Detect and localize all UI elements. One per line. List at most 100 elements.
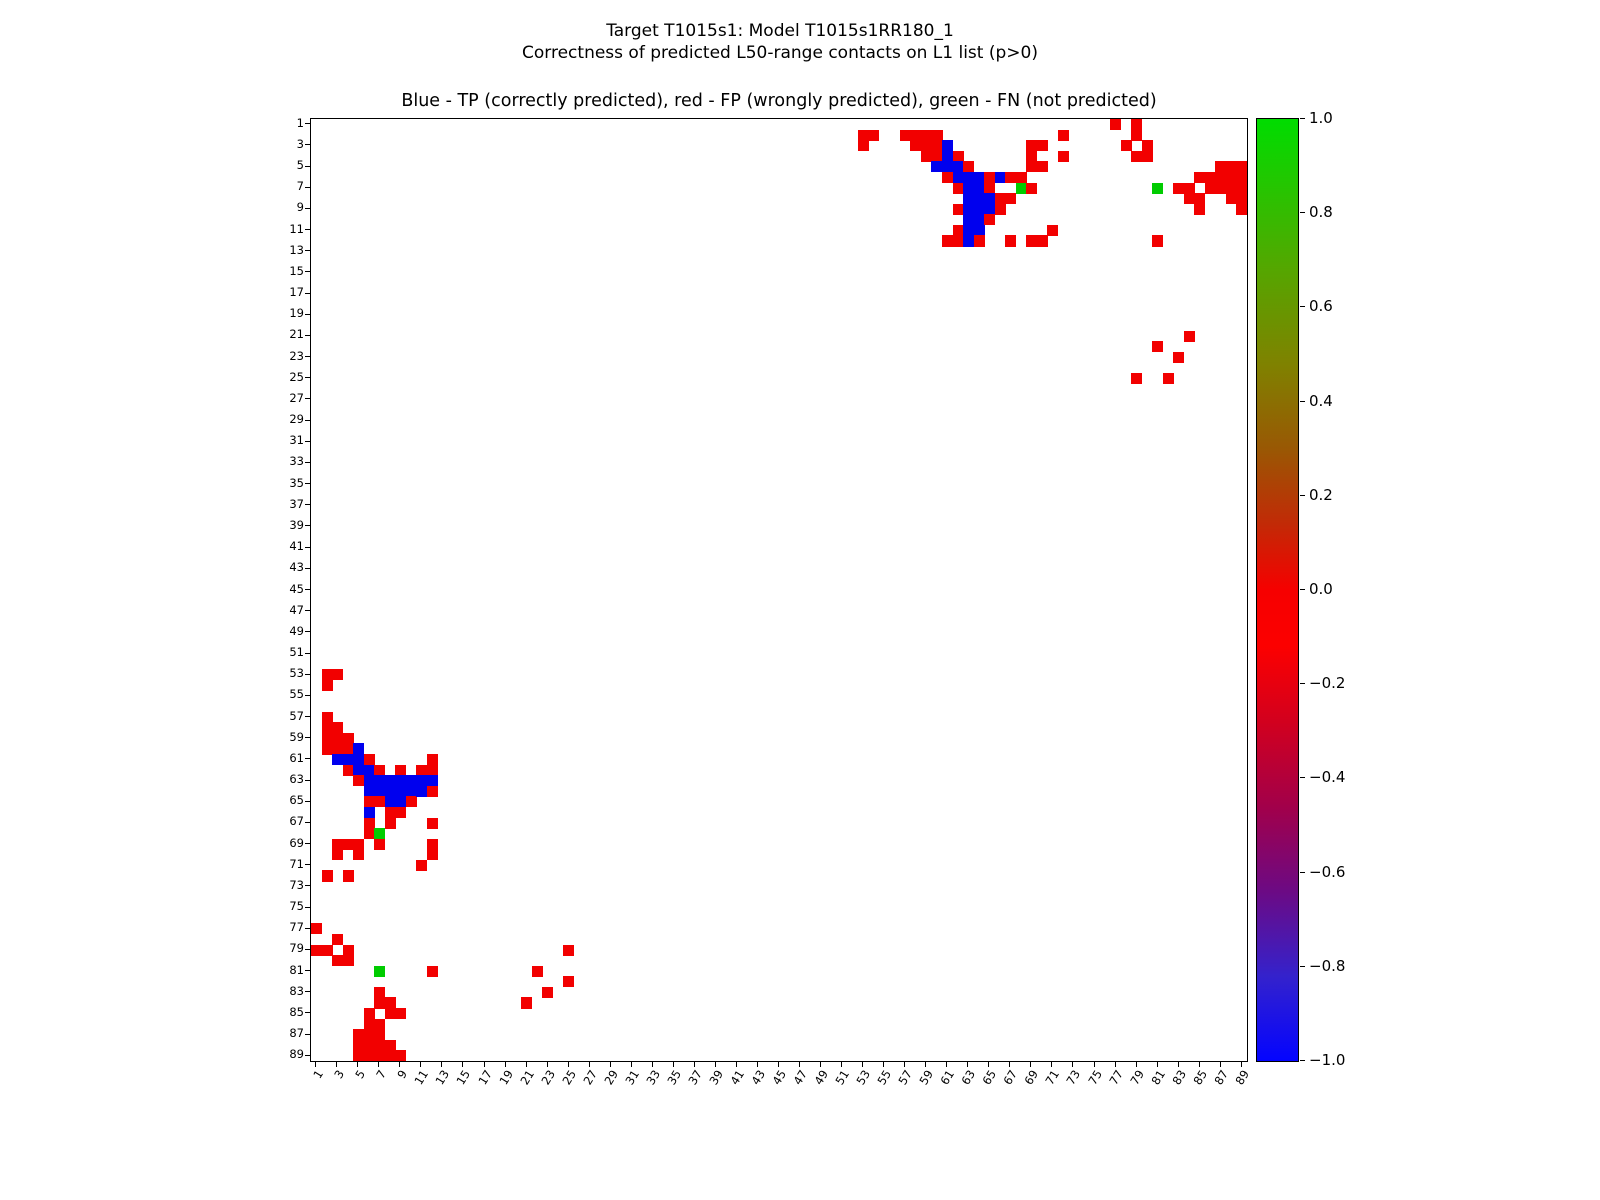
y-tick-label: 73 [289, 877, 304, 892]
x-tick-label: 27 [580, 1067, 600, 1088]
y-tick-label: 63 [289, 772, 304, 787]
y-tick [305, 483, 310, 485]
y-tick [305, 440, 310, 442]
cell-fp [1152, 341, 1164, 353]
colorbar-tick [1300, 118, 1305, 119]
cell-tp [984, 203, 996, 215]
cell-fp [363, 1029, 375, 1041]
cell-fp [426, 965, 438, 977]
cell-fp [984, 182, 996, 194]
y-tick [305, 250, 310, 252]
cell-tp [973, 224, 985, 236]
cell-fp [426, 849, 438, 861]
y-tick-label: 51 [289, 645, 304, 659]
cell-fp [857, 140, 869, 152]
y-tick-label: 79 [289, 941, 304, 956]
y-tick [305, 864, 310, 866]
y-tick-label: 37 [289, 496, 304, 511]
cell-fp [374, 1029, 386, 1041]
cell-fp [321, 711, 333, 723]
x-tick [504, 1062, 506, 1067]
cell-fp [1141, 140, 1153, 152]
cell-tp [942, 161, 954, 173]
x-tick [904, 1062, 906, 1067]
cell-fp [332, 669, 344, 681]
y-tick-label: 1 [296, 115, 304, 130]
y-tick-label: 25 [289, 369, 304, 384]
y-tick-label: 53 [289, 666, 304, 681]
cell-fp [395, 806, 407, 819]
cell-tp [395, 785, 407, 797]
cell-fp [563, 944, 575, 956]
cell-tp [363, 764, 375, 776]
y-tick [305, 271, 310, 273]
cell-fp [1236, 161, 1248, 173]
cell-fp [1183, 193, 1195, 205]
x-tick-label: 49 [811, 1067, 832, 1088]
cell-fp [384, 1050, 396, 1062]
y-tick-label: 47 [289, 602, 304, 617]
cell-tp [363, 806, 375, 819]
cell-fp [384, 1008, 396, 1020]
cell-fn [1015, 182, 1027, 194]
colorbar-tick [1300, 683, 1305, 685]
y-tick [305, 1054, 310, 1056]
colorbar-tick-label: 0.8 [1309, 203, 1333, 222]
cell-fp [395, 1050, 407, 1062]
x-tick [1030, 1062, 1032, 1067]
cell-tp [384, 796, 396, 808]
figure-title: Target T1015s1: Model T1015s1RR180_1 [606, 21, 954, 41]
y-tick-label: 75 [289, 899, 304, 914]
cell-fp [1047, 224, 1059, 236]
cell-fp [342, 743, 354, 755]
x-tick [315, 1062, 317, 1067]
cell-tp [374, 785, 386, 797]
x-tick-label: 51 [832, 1067, 853, 1088]
y-tick-label: 49 [289, 623, 304, 638]
x-tick [988, 1062, 990, 1067]
x-tick-label: 21 [516, 1067, 537, 1088]
y-tick [305, 144, 310, 146]
cell-tp [384, 785, 396, 797]
x-tick [1051, 1062, 1053, 1067]
y-tick [305, 377, 310, 379]
y-tick [305, 948, 310, 950]
x-tick [693, 1062, 695, 1067]
y-tick-label: 17 [289, 285, 304, 300]
x-tick-label: 69 [1021, 1067, 1042, 1088]
cell-fp [1204, 171, 1216, 183]
x-tick [1198, 1062, 1200, 1067]
cell-fp [963, 161, 975, 173]
x-tick-label: 19 [495, 1067, 516, 1088]
y-tick [305, 843, 310, 845]
cell-fp [984, 214, 996, 226]
y-tick [305, 610, 310, 612]
cell-fp [332, 955, 344, 967]
cell-fp [363, 796, 375, 808]
cell-tp [952, 161, 964, 173]
y-tick [305, 334, 310, 336]
y-tick-label: 7 [296, 179, 304, 194]
cell-fp [363, 1018, 375, 1030]
x-tick-label: 35 [664, 1067, 684, 1088]
y-tick [305, 419, 310, 421]
x-tick-label: 87 [1211, 1067, 1231, 1088]
cell-fp [311, 944, 323, 956]
cell-fp [321, 743, 333, 755]
x-tick-label: 11 [411, 1067, 432, 1088]
cell-tp [963, 193, 975, 205]
x-tick-label: 77 [1105, 1067, 1126, 1088]
y-tick-label: 9 [296, 200, 304, 215]
x-tick [441, 1062, 443, 1067]
x-tick-label: 57 [895, 1067, 916, 1088]
y-tick-label: 65 [289, 793, 304, 808]
y-tick-label: 23 [289, 348, 304, 363]
x-tick-label: 73 [1063, 1067, 1084, 1088]
cell-fp [563, 976, 575, 988]
x-tick-label: 65 [979, 1067, 1000, 1088]
y-tick [305, 800, 310, 802]
cell-fp [1173, 182, 1185, 194]
x-tick-label: 59 [916, 1067, 937, 1088]
cell-fp [1162, 373, 1174, 385]
y-tick-label: 67 [289, 814, 304, 829]
